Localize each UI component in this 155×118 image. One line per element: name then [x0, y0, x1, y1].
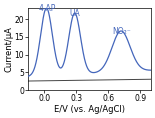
Y-axis label: Current/μA: Current/μA [4, 26, 13, 72]
X-axis label: E/V (vs. Ag/AgCl): E/V (vs. Ag/AgCl) [54, 105, 125, 114]
Text: NO₂⁻: NO₂⁻ [113, 27, 131, 36]
Text: 4-AP: 4-AP [39, 4, 56, 13]
Text: UA: UA [69, 9, 80, 18]
